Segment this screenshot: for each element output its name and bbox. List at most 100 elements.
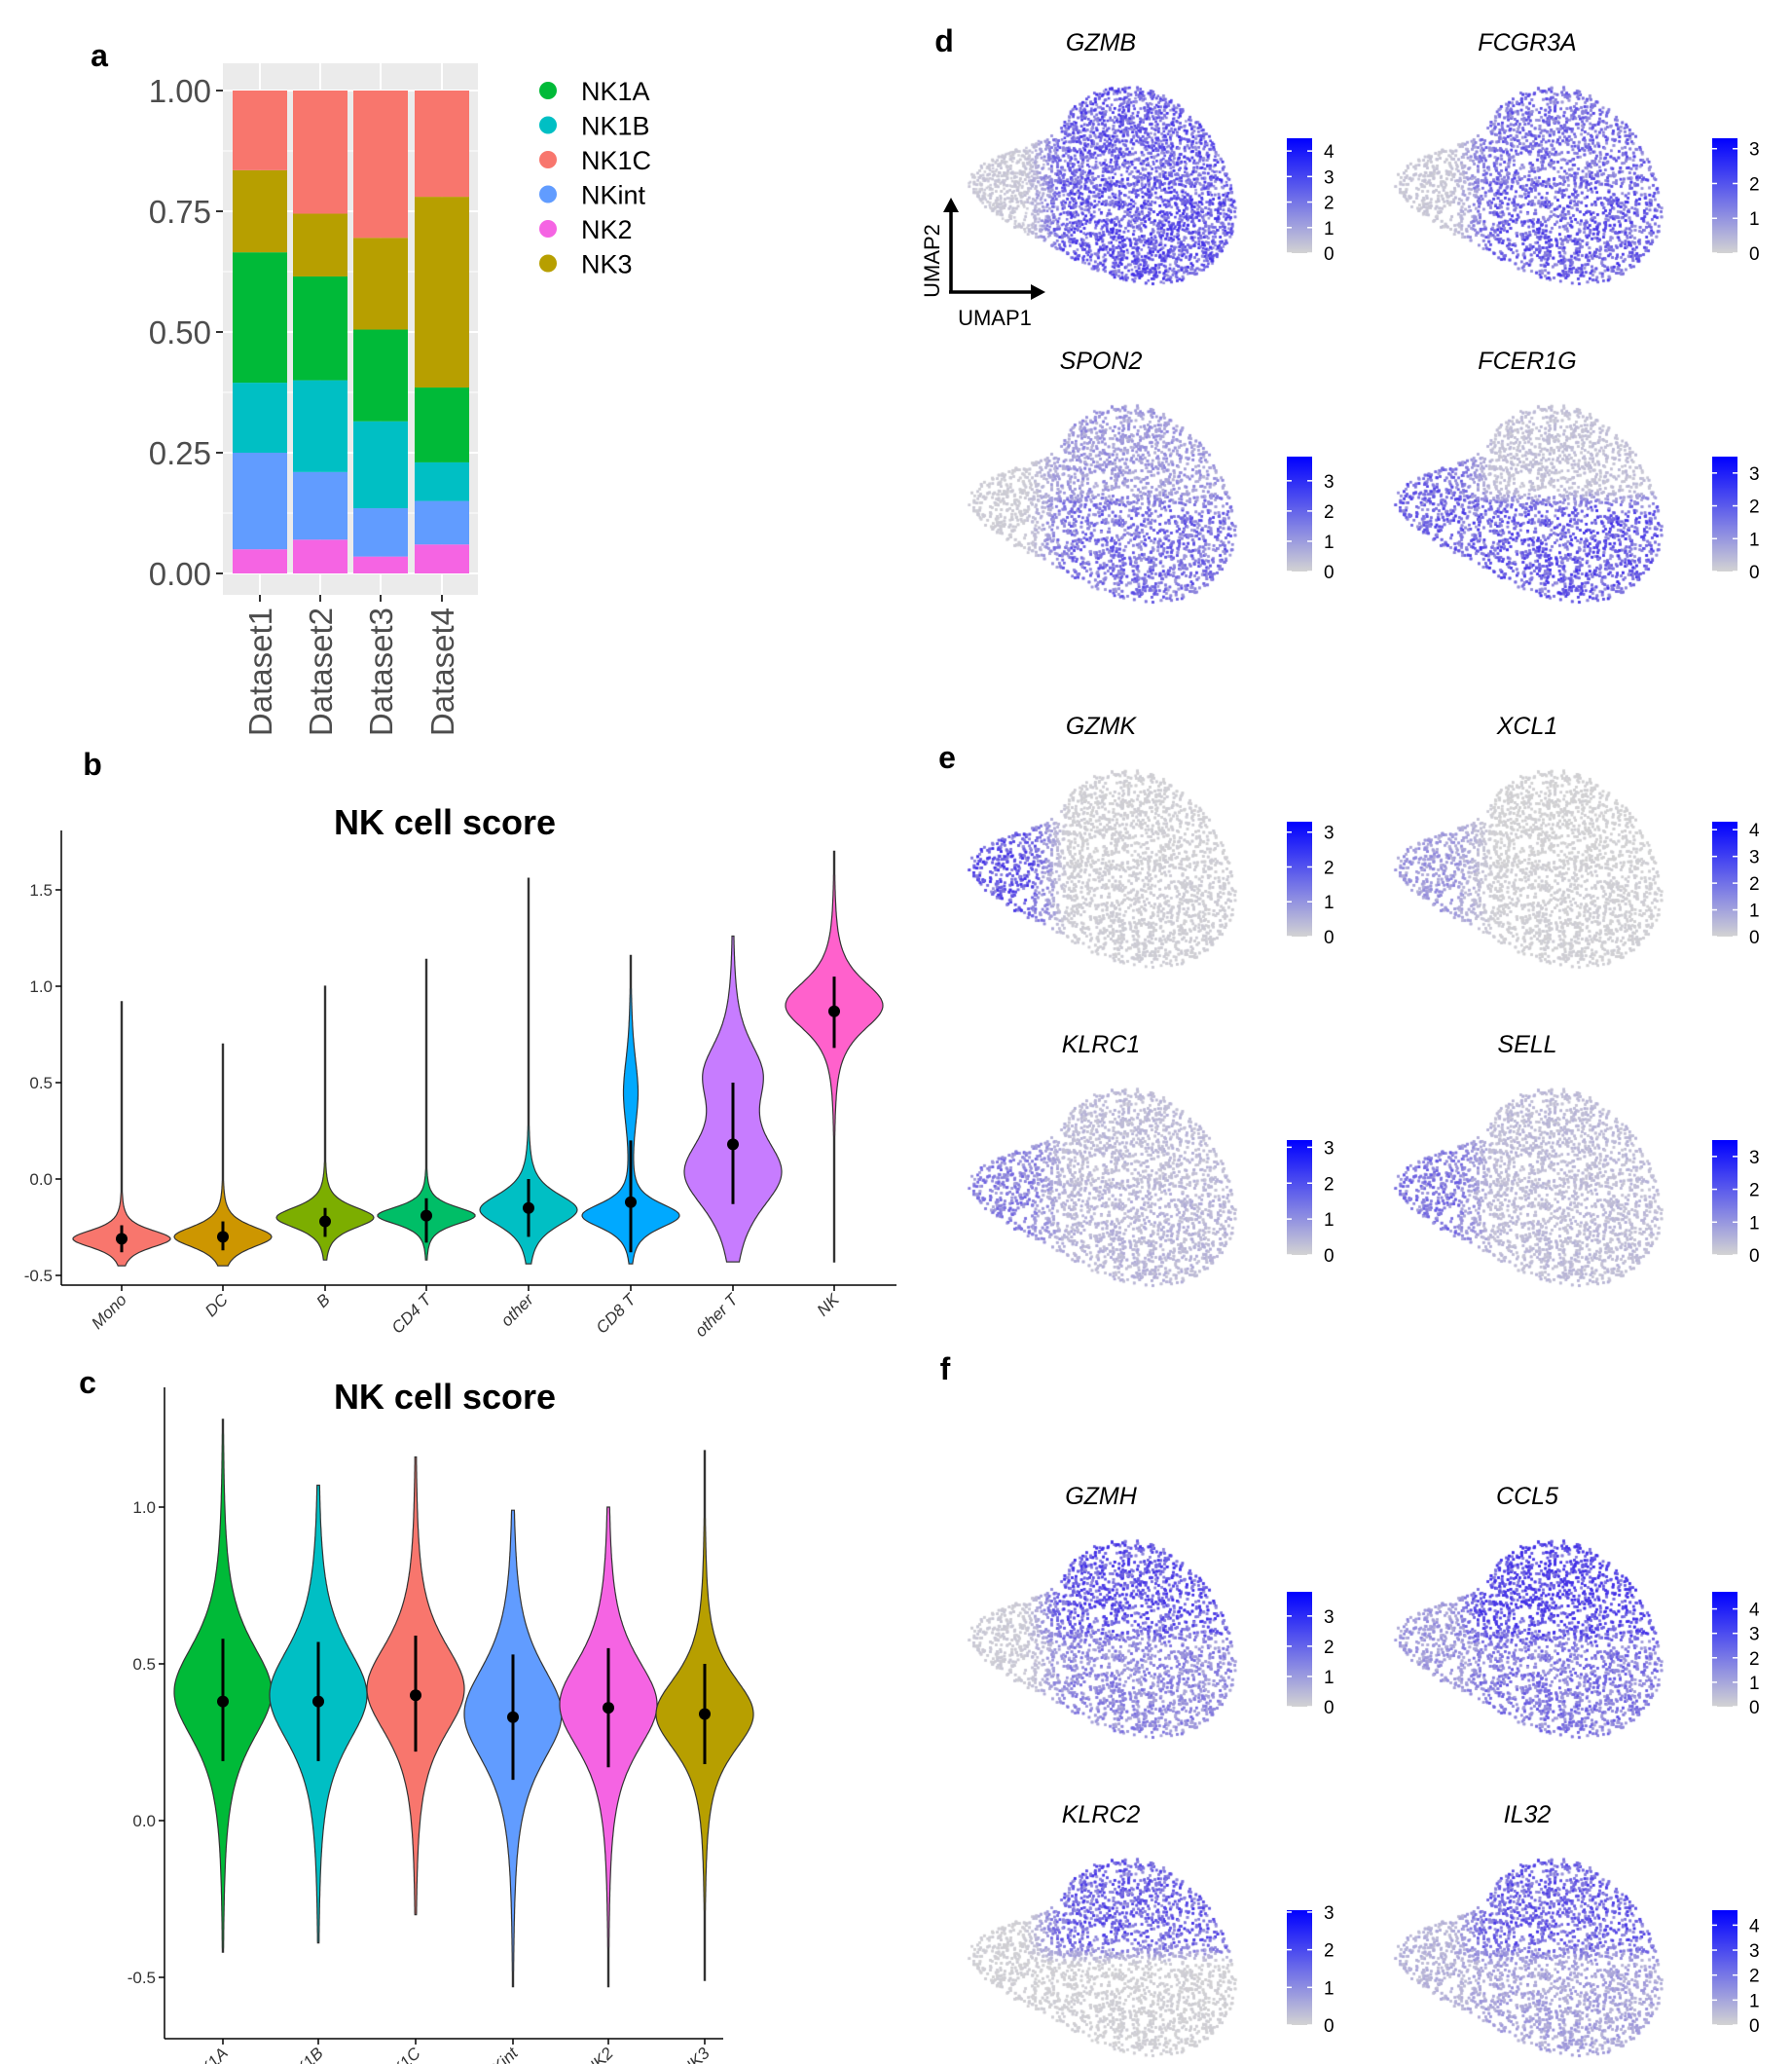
median-point (312, 1695, 324, 1708)
scale-tick-label: 1 (1749, 1674, 1760, 1694)
gene-title: XCL1 (1496, 713, 1558, 740)
gene-title: GZMB (1066, 29, 1136, 56)
umap-plot-il32 (1385, 1855, 1667, 2058)
legend-label: NK3 (581, 250, 633, 279)
umap-panel-klrc2: KLRC2 0 1 2 3 (1062, 1801, 1335, 2037)
scale-tick-label: 0 (1324, 2016, 1335, 2037)
y-tick-label: 0.5 (132, 1655, 156, 1674)
panel-label: e (938, 740, 956, 775)
median-point (828, 1005, 840, 1017)
scale-tick-label: 1 (1749, 530, 1760, 550)
median-point (727, 1138, 739, 1151)
gene-title: FCGR3A (1478, 29, 1576, 56)
color-scale-bar (1287, 1140, 1312, 1255)
violin-dc (173, 1043, 273, 1267)
scale-tick-label: 1 (1749, 209, 1760, 230)
color-scale-bar (1712, 822, 1737, 937)
bar-segment-nk2-dataset2 (293, 539, 347, 573)
legend-key-nk1c (539, 151, 557, 168)
x-tick-label: NK (814, 1290, 844, 1320)
scale-tick-label: 3 (1749, 140, 1760, 161)
color-scale-bar (1712, 1910, 1737, 2025)
scale-tick-label: 0 (1749, 1698, 1760, 1718)
scale-tick-label: 3 (1749, 464, 1760, 485)
violin-nk (785, 850, 884, 1263)
x-tick-label: B (312, 1290, 333, 1310)
bar-segment-nk2-dataset1 (233, 549, 287, 573)
scale-tick-label: 0 (1749, 1246, 1760, 1267)
x-tick-label: NK3 (677, 2044, 713, 2064)
scale-tick-label: 4 (1324, 142, 1335, 163)
bar-segment-nk3-dataset4 (415, 197, 469, 388)
umap-plot-klrc1 (959, 1085, 1241, 1288)
scale-tick-label: 2 (1324, 858, 1335, 878)
scale-tick-label: 3 (1749, 1941, 1760, 1962)
y-tick-label: 0.50 (149, 314, 211, 350)
color-scale-bar (1712, 457, 1737, 571)
scale-tick-label: 2 (1749, 174, 1760, 195)
scale-tick-label: 0 (1324, 244, 1335, 265)
median-point (603, 1702, 614, 1714)
scale-tick-label: 2 (1749, 498, 1760, 518)
scale-tick-label: 1 (1324, 1978, 1335, 1999)
bar-segment-nk1b-dataset1 (233, 383, 287, 453)
bar-segment-nk3-dataset1 (233, 169, 287, 253)
bar-segment-nkint-dataset3 (353, 508, 408, 557)
violin-other (479, 877, 578, 1265)
median-point (319, 1215, 331, 1228)
panel-label: d (934, 23, 954, 58)
x-tick-label: CD4 T (388, 1289, 436, 1337)
y-tick-label: -0.5 (24, 1267, 53, 1285)
gene-title: CCL5 (1496, 1483, 1558, 1510)
gene-title: SELL (1497, 1031, 1556, 1058)
legend-label: NK1B (581, 112, 650, 141)
arrowhead-right-icon (1031, 284, 1045, 300)
y-tick-label: 1.00 (149, 73, 211, 109)
scale-tick-label: 4 (1749, 821, 1760, 841)
bar-segment-nk1c-dataset2 (293, 91, 347, 214)
chart-title: NK cell score (334, 802, 556, 842)
umap-plot-gzmh (959, 1536, 1241, 1740)
bar-segment-nkint-dataset4 (415, 500, 469, 545)
color-scale-bar (1287, 822, 1312, 937)
y-tick-label: 0.25 (149, 435, 211, 471)
stacked-bar-chart: Dataset1 Dataset2 Dataset3 Dataset4 0.00 0.25… (149, 63, 651, 736)
y-tick-label: 0.75 (149, 194, 211, 230)
gene-title: IL32 (1504, 1801, 1552, 1828)
bar-segment-nk1b-dataset2 (293, 380, 347, 472)
median-point (217, 1695, 229, 1708)
scale-tick-label: 2 (1324, 502, 1335, 523)
median-point (421, 1209, 432, 1222)
y-tick-label: 1.0 (132, 1498, 156, 1517)
panel-label: f (940, 1351, 951, 1386)
gene-title: GZMK (1066, 713, 1138, 740)
umap-panel-fcgr3a: FCGR3A 0 1 2 3 (1478, 29, 1759, 265)
legend-label: NK1C (581, 146, 651, 175)
color-scale-bar (1287, 1910, 1312, 2025)
scale-tick-label: 2 (1749, 874, 1760, 895)
violin-cd4-t (377, 958, 476, 1261)
scale-tick-label: 4 (1749, 1601, 1760, 1621)
scale-tick-label: 3 (1324, 472, 1335, 493)
median-point (507, 1711, 519, 1723)
scale-tick-label: 0 (1749, 563, 1760, 583)
scale-tick-label: 3 (1749, 1148, 1760, 1168)
scale-tick-label: 1 (1749, 902, 1760, 922)
scale-tick-label: 2 (1749, 1649, 1760, 1670)
bar-segment-nk2-dataset4 (415, 544, 469, 573)
median-point (523, 1201, 534, 1214)
violin-cd8-t (581, 954, 680, 1265)
umap-panel-il32: IL32 0 1 2 3 4 (1504, 1801, 1760, 2037)
violin-chart-b: NK cell score -0.5 0.0 0.5 1.0 1.5 Mono DC B CD4 … (24, 802, 896, 1341)
x-tick-label: NK2 (581, 2044, 617, 2064)
x-tick-label: Dataset1 (242, 608, 278, 736)
scale-tick-label: 4 (1749, 1916, 1760, 1936)
scale-tick-label: 1 (1749, 1991, 1760, 2011)
color-scale-bar (1287, 138, 1312, 253)
bar-segment-nk1c-dataset1 (233, 91, 287, 170)
median-point (116, 1233, 128, 1245)
median-point (625, 1196, 637, 1208)
x-tick-label: Dataset4 (424, 608, 460, 736)
